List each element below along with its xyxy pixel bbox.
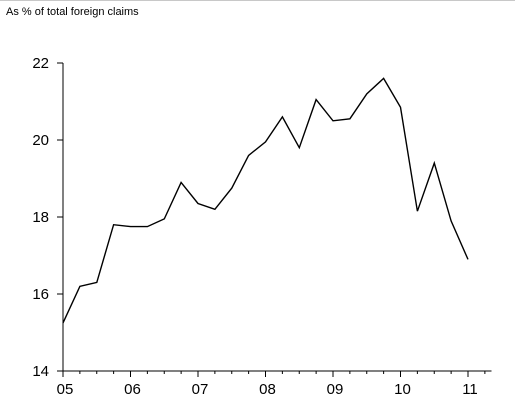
series-line xyxy=(62,77,469,324)
x-tick-label: 05 xyxy=(57,381,74,398)
y-tick-label: 16 xyxy=(32,286,49,303)
x-tick-label: 06 xyxy=(124,381,141,398)
x-tick-label: 09 xyxy=(327,381,344,398)
y-tick-label: 20 xyxy=(32,132,49,149)
y-tick-label: 14 xyxy=(32,363,49,380)
top-rule xyxy=(0,0,515,1)
x-tick-label: 11 xyxy=(462,381,478,398)
y-tick-label: 22 xyxy=(32,55,49,72)
y-tick-label: 18 xyxy=(32,209,49,226)
x-tick-label: 07 xyxy=(192,381,209,398)
x-tick-label: 10 xyxy=(394,381,411,398)
x-tick-label: 08 xyxy=(259,381,276,398)
chart-subtitle: As % of total foreign claims xyxy=(6,6,139,18)
